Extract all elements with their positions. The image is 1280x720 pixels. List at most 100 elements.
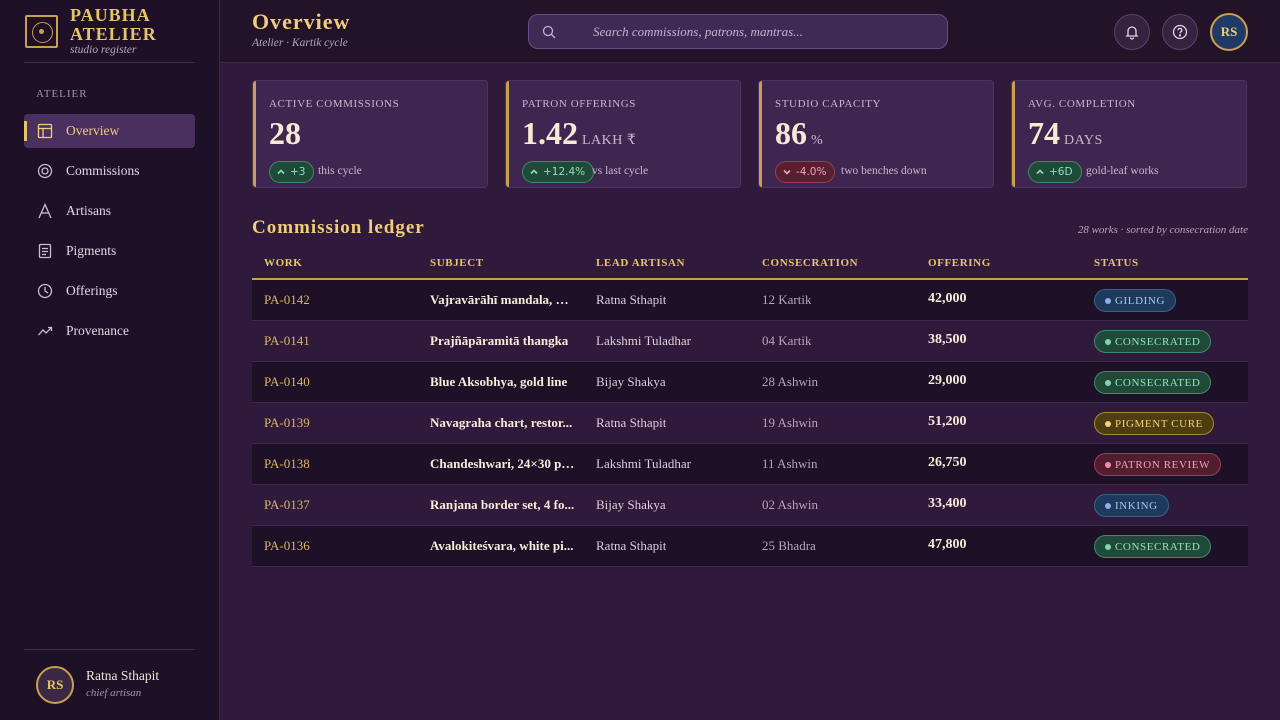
consecration-date-cell: 02 Ashwin [762, 497, 818, 512]
table-row[interactable]: PA-0140 Blue Aksobhya, gold line Bijay Sha… [252, 362, 1248, 403]
column-header-offering[interactable]: OFFERING [928, 257, 991, 269]
sidebar-item-artisans[interactable]: Artisans [24, 194, 195, 228]
stat-number: 28 [269, 115, 301, 151]
delta-value: +12.4% [543, 166, 586, 178]
sidebar-item-offerings[interactable]: Offerings [24, 274, 195, 308]
work-id[interactable]: PA-0139 [264, 415, 310, 430]
trend-icon [37, 323, 53, 339]
column-header-lead-artisan[interactable]: LEAD ARTISAN [596, 257, 686, 269]
sidebar-item-label: Overview [66, 123, 120, 138]
sidebar-item-pigments[interactable]: Pigments [24, 234, 195, 268]
delta-value: -4.0% [796, 166, 827, 178]
lead-artisan-cell: Ratna Sthapit [596, 415, 667, 430]
lead-artisan-cell: Lakshmi Tuladhar [596, 333, 691, 348]
lead-artisan-cell: Bijay Shakya [596, 497, 666, 512]
stat-number: 1.42 [522, 115, 578, 151]
delta-value: +3 [290, 166, 306, 178]
help-button[interactable] [1162, 14, 1198, 50]
stat-value: 1.42 LAKH ₹ [522, 115, 636, 152]
subject-cell: Navagraha chart, restor... [430, 415, 573, 430]
arrow-down-icon [783, 169, 791, 175]
layout-icon [37, 123, 53, 139]
status-badge[interactable]: PATRON REVIEW [1094, 453, 1222, 476]
column-header-subject[interactable]: SUBJECT [430, 257, 484, 269]
work-id[interactable]: PA-0142 [264, 292, 310, 307]
arrow-up-icon [277, 169, 285, 175]
lead-artisan-cell: Ratna Sthapit [596, 538, 667, 553]
avatar[interactable]: RS [36, 666, 74, 704]
status-badge[interactable]: PIGMENT CURE [1094, 412, 1214, 435]
table-row[interactable]: PA-0139 Navagraha chart, restor... Ratna S… [252, 403, 1248, 444]
offering-cell: 29,000 [928, 373, 967, 388]
table-body: PA-0142 Vajravārāhī mandala, 36... Ratna S… [252, 280, 1248, 567]
column-header-work[interactable]: WORK [264, 257, 303, 269]
nav-section-label: ATELIER [36, 88, 88, 100]
stat-label: ACTIVE COMMISSIONS [269, 98, 400, 110]
divider [24, 649, 195, 650]
brand-subtitle: studio register [70, 44, 137, 56]
ledger-title: Commission ledger [252, 217, 425, 238]
arrow-up-icon [530, 169, 538, 175]
mandala-logo-icon [25, 15, 58, 48]
delta-badge: +12.4% [522, 161, 595, 183]
offering-cell: 33,400 [928, 496, 967, 511]
offering-cell: 47,800 [928, 537, 967, 552]
work-id[interactable]: PA-0136 [264, 538, 310, 553]
search-input[interactable] [593, 15, 933, 48]
stat-number: 86 [775, 115, 807, 151]
status-badge[interactable]: INKING [1094, 494, 1169, 517]
brand-name: PAUBHA ATELIER [70, 5, 157, 44]
subject-cell: Vajravārāhī mandala, 36... [430, 292, 575, 307]
table-row[interactable]: PA-0138 Chandeshwari, 24×30 pa... Lakshmi … [252, 444, 1248, 485]
subject-cell: Chandeshwari, 24×30 pa... [430, 456, 575, 471]
search-icon [542, 25, 556, 39]
consecration-date-cell: 11 Ashwin [762, 456, 818, 471]
user-name: Ratna Sthapit [86, 668, 160, 683]
sidebar-item-provenance[interactable]: Provenance [24, 314, 195, 348]
column-header-status[interactable]: STATUS [1094, 257, 1139, 269]
stat-value: 86% [775, 115, 823, 152]
user-role: chief artisan [86, 687, 142, 699]
target-icon [37, 163, 53, 179]
sidebar-item-commissions[interactable]: Commissions [24, 154, 195, 188]
subject-cell: Avalokiteśvara, white pi... [430, 538, 574, 553]
brand[interactable]: PAUBHA ATELIER studio register [25, 6, 195, 62]
sidebar-item-overview[interactable]: Overview [24, 114, 195, 148]
topbar: Overview Atelier · Kartik cycle RS [220, 0, 1280, 63]
stat-note: two benches down [841, 165, 927, 177]
offering-cell: 51,200 [928, 414, 967, 429]
status-badge[interactable]: GILDING [1094, 289, 1177, 312]
sidebar-item-label: Pigments [66, 243, 117, 258]
stat-note: vs last cycle [592, 165, 649, 177]
lead-artisan-cell: Ratna Sthapit [596, 292, 667, 307]
stat-card-avg-completion: AVG. COMPLETION 74 DAYS +6D gold-leaf wor… [1011, 80, 1247, 188]
table-row[interactable]: PA-0137 Ranjana border set, 4 fo... Bijay … [252, 485, 1248, 526]
status-badge[interactable]: CONSECRATED [1094, 371, 1212, 394]
consecration-date-cell: 28 Ashwin [762, 374, 818, 389]
work-id[interactable]: PA-0141 [264, 333, 310, 348]
stat-number: 74 [1028, 115, 1060, 151]
notifications-button[interactable] [1114, 14, 1150, 50]
work-id[interactable]: PA-0140 [264, 374, 310, 389]
sidebar-item-label: Provenance [66, 323, 129, 338]
offering-cell: 26,750 [928, 455, 967, 470]
table-row[interactable]: PA-0141 Prajñāpāramitā thangka Lakshmi Tul… [252, 321, 1248, 362]
lead-artisan-cell: Lakshmi Tuladhar [596, 456, 691, 471]
stat-label: PATRON OFFERINGS [522, 98, 637, 110]
work-id[interactable]: PA-0137 [264, 497, 310, 512]
lead-artisan-cell: Bijay Shakya [596, 374, 666, 389]
avatar[interactable]: RS [1210, 13, 1248, 51]
table-row[interactable]: PA-0142 Vajravārāhī mandala, 36... Ratna S… [252, 280, 1248, 321]
stat-unit: % [811, 133, 824, 148]
stat-note: gold-leaf works [1086, 165, 1159, 177]
status-badge[interactable]: CONSECRATED [1094, 535, 1212, 558]
stat-unit: DAYS [1064, 133, 1103, 148]
column-header-consecration[interactable]: CONSECRATION [762, 257, 859, 269]
consecration-date-cell: 04 Kartik [762, 333, 812, 348]
consecration-date-cell: 19 Ashwin [762, 415, 818, 430]
stat-card-studio-capacity: STUDIO CAPACITY 86% -4.0% two benches do… [758, 80, 994, 188]
status-badge[interactable]: CONSECRATED [1094, 330, 1212, 353]
stat-card-active-commissions: ACTIVE COMMISSIONS 28 +3 this cycle [252, 80, 488, 188]
table-row[interactable]: PA-0136 Avalokiteśvara, white pi... Ratna … [252, 526, 1248, 567]
work-id[interactable]: PA-0138 [264, 456, 310, 471]
